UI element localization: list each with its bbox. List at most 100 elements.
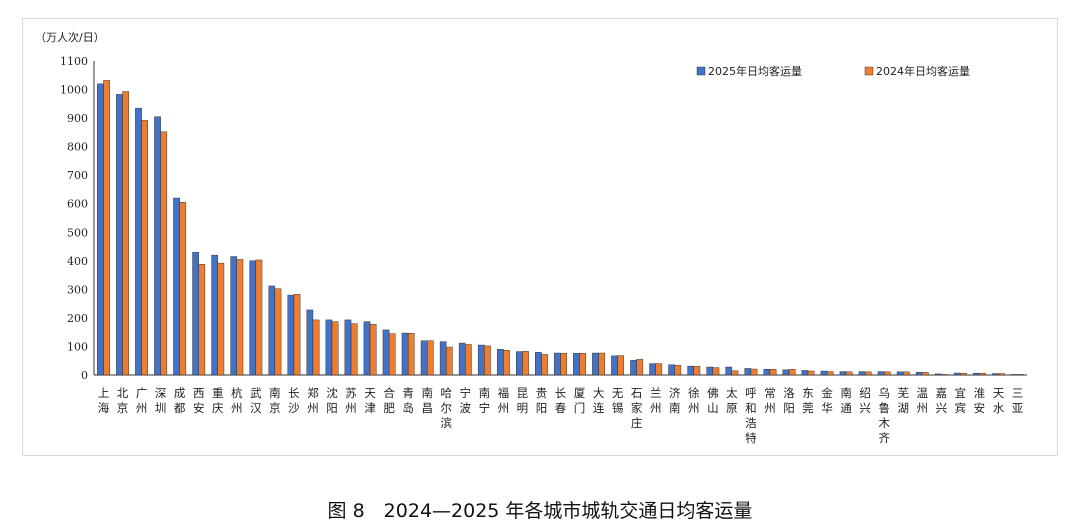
bar-2025 bbox=[420, 340, 428, 376]
x-category-label: 武汉 bbox=[250, 386, 262, 415]
x-category-label: 常州 bbox=[764, 386, 776, 415]
bar-2025 bbox=[249, 260, 257, 376]
bar-2025 bbox=[192, 252, 199, 376]
bar-2025 bbox=[611, 355, 618, 376]
x-category-label: 淮安 bbox=[974, 386, 986, 415]
bar-2024 bbox=[503, 349, 510, 376]
bar-2025 bbox=[1011, 374, 1018, 376]
bar-2025 bbox=[458, 342, 466, 376]
x-category-label: 合肥 bbox=[383, 386, 395, 415]
bar-2024 bbox=[293, 294, 301, 376]
bar-2024 bbox=[541, 354, 548, 376]
bar-2025 bbox=[116, 94, 123, 376]
bar-2024 bbox=[427, 340, 434, 376]
bar-2025 bbox=[649, 363, 656, 376]
bar-2025 bbox=[496, 349, 504, 376]
bar-2025 bbox=[973, 373, 980, 376]
x-category-label: 佛山 bbox=[707, 386, 719, 415]
bar-2025 bbox=[592, 352, 599, 376]
bar-2025 bbox=[820, 370, 828, 376]
bar-2024 bbox=[369, 323, 377, 376]
bar-2025 bbox=[706, 366, 714, 376]
legend-swatch-2025 bbox=[696, 66, 706, 76]
x-category-label: 南昌 bbox=[421, 386, 433, 415]
bar-2025 bbox=[725, 366, 733, 376]
x-category-label: 广州 bbox=[136, 386, 148, 415]
bar-2025 bbox=[630, 359, 637, 376]
bar-2024 bbox=[446, 346, 453, 376]
y-tick-label: 200 bbox=[67, 312, 88, 325]
x-axis: 上海北京广州深圳成都西安重庆杭州武汉南京长沙郑州沈阳苏州天津合肥青岛南昌哈尔滨宁… bbox=[98, 386, 1023, 445]
y-tick-label: 600 bbox=[67, 198, 88, 211]
bar-2024 bbox=[179, 202, 187, 376]
bar-2024 bbox=[864, 371, 872, 376]
x-category-label: 嘉兴 bbox=[936, 386, 948, 415]
y-tick-label: 100 bbox=[67, 340, 88, 353]
x-category-label: 徐州 bbox=[688, 386, 700, 415]
x-category-label: 南京 bbox=[269, 386, 281, 415]
x-category-label: 绍兴 bbox=[859, 386, 871, 415]
bar-2024 bbox=[122, 91, 129, 376]
legend-label: 2024年日均客运量 bbox=[876, 64, 970, 78]
bar-2024 bbox=[903, 371, 910, 376]
bar-2025 bbox=[516, 351, 523, 376]
bar-2025 bbox=[668, 364, 675, 376]
bar-2024 bbox=[883, 371, 891, 376]
bar-2024 bbox=[103, 80, 110, 376]
bar-2025 bbox=[858, 371, 866, 376]
x-category-label: 福州 bbox=[498, 386, 510, 415]
bar-2025 bbox=[573, 353, 580, 376]
y-tick-label: 800 bbox=[67, 141, 88, 154]
bar-2024 bbox=[350, 323, 358, 376]
bar-2025 bbox=[97, 83, 104, 376]
x-category-label: 金华 bbox=[821, 386, 833, 415]
bar-2024 bbox=[141, 120, 148, 376]
bar-2025 bbox=[135, 107, 142, 376]
bar-2024 bbox=[655, 363, 663, 376]
bar-2024 bbox=[807, 370, 815, 376]
legend-label: 2025年日均客运量 bbox=[708, 64, 802, 78]
x-category-label: 苏州 bbox=[345, 386, 357, 415]
x-category-label: 兰州 bbox=[650, 386, 662, 415]
x-category-label: 长春 bbox=[555, 386, 567, 415]
bar-2025 bbox=[554, 352, 561, 376]
bar-2025 bbox=[477, 344, 485, 376]
x-category-label: 南通 bbox=[840, 386, 852, 415]
y-tick-label: 1100 bbox=[60, 55, 88, 68]
bar-2024 bbox=[674, 365, 682, 376]
x-category-label: 厦门 bbox=[574, 386, 586, 415]
x-category-label: 青岛 bbox=[402, 386, 414, 415]
bar-2024 bbox=[731, 370, 739, 376]
bar-2024 bbox=[407, 333, 415, 376]
x-category-label: 呼和浩特 bbox=[745, 386, 757, 445]
y-tick-label: 900 bbox=[67, 112, 88, 125]
x-category-label: 上海 bbox=[98, 386, 110, 415]
x-category-label: 天津 bbox=[364, 386, 376, 415]
bar-2024 bbox=[331, 321, 339, 376]
bar-2025 bbox=[915, 371, 923, 376]
bar-2025 bbox=[992, 373, 999, 376]
bar-chart: （万人次/日） 0 100 200 300 400 500 600 700 800 900 1000… bbox=[35, 30, 1027, 445]
bar-2024 bbox=[788, 369, 796, 376]
y-tick-label: 0 bbox=[81, 369, 88, 382]
bar-2024 bbox=[598, 352, 605, 376]
bar-2024 bbox=[1017, 374, 1024, 376]
x-category-label: 郑州 bbox=[307, 386, 319, 415]
bar-2024 bbox=[693, 365, 701, 376]
x-category-label: 东莞 bbox=[802, 386, 814, 415]
bar-2024 bbox=[979, 373, 986, 376]
bar-2025 bbox=[173, 197, 180, 376]
bar-2025 bbox=[268, 285, 276, 376]
bar-2025 bbox=[363, 321, 371, 376]
bar-2024 bbox=[941, 374, 948, 376]
x-category-label: 宁波 bbox=[460, 386, 472, 415]
bar-2024 bbox=[922, 372, 929, 376]
x-category-label: 无锡 bbox=[612, 386, 624, 415]
bar-2025 bbox=[287, 294, 295, 376]
bar-2024 bbox=[236, 259, 244, 376]
bar-2024 bbox=[255, 259, 263, 376]
bar-2024 bbox=[198, 264, 206, 376]
bar-2024 bbox=[465, 344, 472, 376]
bar-2025 bbox=[801, 370, 809, 376]
legend-swatch-2024 bbox=[864, 66, 874, 76]
